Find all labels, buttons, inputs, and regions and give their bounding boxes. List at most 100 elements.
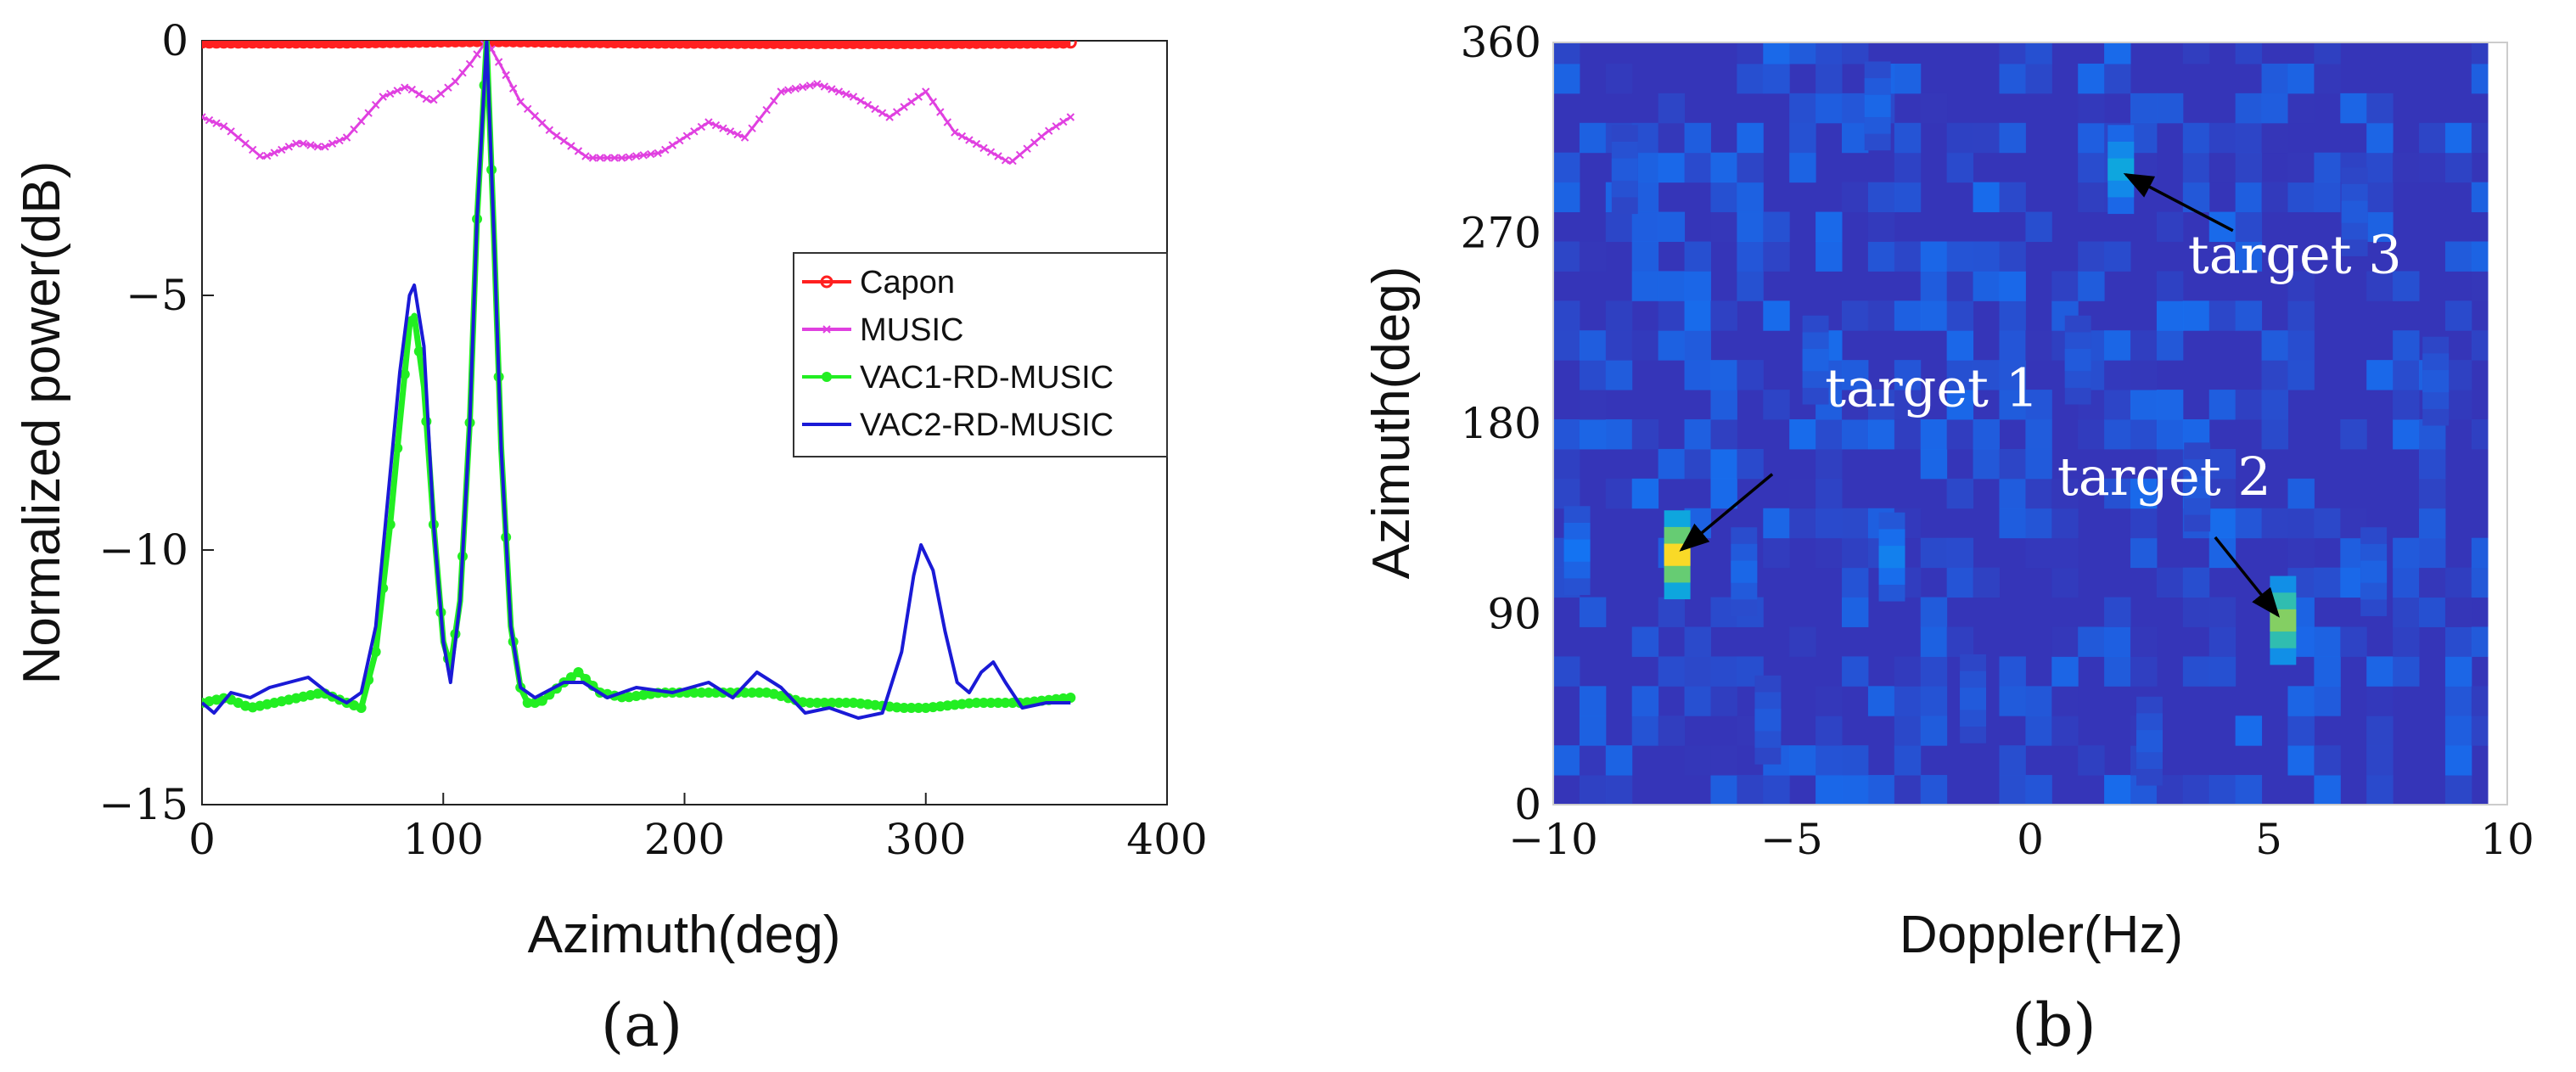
heatmap-cell	[1894, 182, 1922, 213]
data-point	[362, 41, 375, 49]
annotation-arrow	[2214, 536, 2281, 618]
heatmap-cell	[1553, 478, 1580, 509]
heatmap-cell	[1553, 448, 1580, 480]
heatmap-cell	[2104, 241, 2131, 272]
heatmap-cell	[1553, 419, 1580, 450]
target-blob-peak	[2270, 609, 2297, 632]
heatmap-cell	[1894, 360, 1922, 390]
data-point	[386, 89, 395, 98]
heatmap-cell	[1737, 360, 1764, 390]
data-point	[451, 77, 460, 86]
data-point	[805, 81, 815, 90]
heatmap-cell	[1842, 656, 1869, 687]
data-point	[789, 41, 802, 49]
heatmap-cell	[2444, 745, 2472, 776]
heatmap-cell	[2235, 93, 2263, 124]
heatmap-cell	[2235, 508, 2263, 539]
heatmap-cell	[2393, 626, 2420, 657]
data-point	[876, 41, 890, 49]
data-point	[224, 41, 238, 49]
heatmap-cell	[1579, 686, 1607, 716]
heatmap-cell	[2314, 775, 2341, 805]
heatmap-cell	[2393, 419, 2420, 450]
heatmap-cell	[2366, 716, 2394, 746]
data-point	[1057, 41, 1070, 49]
heatmap-cell	[1842, 360, 1869, 390]
heatmap-cell	[1816, 686, 1843, 716]
heatmap-cell	[2393, 152, 2420, 183]
target-annotation: target 3	[2123, 173, 2402, 286]
data-point	[347, 41, 361, 49]
heatmap-cell	[1710, 390, 1737, 420]
data-point	[292, 139, 300, 148]
heatmap-cell	[2078, 745, 2105, 776]
data-point	[246, 41, 260, 49]
data-point	[832, 41, 845, 49]
heatmap-cell	[1867, 390, 1895, 420]
series-line	[202, 41, 1071, 48]
heatmap-cell	[1894, 152, 1922, 183]
heatmap-cell	[2287, 360, 2315, 390]
heatmap-cell	[1789, 478, 1816, 509]
heatmap-cell	[2104, 419, 2131, 450]
data-point	[1020, 41, 1034, 49]
heatmap-cell	[1842, 419, 1869, 450]
data-point	[371, 100, 380, 109]
heatmap-cell	[1867, 241, 1895, 272]
heatmap-cell	[2208, 300, 2236, 331]
data-point	[393, 87, 401, 95]
data-point	[637, 41, 650, 49]
heatmap-cell	[2366, 686, 2394, 716]
data-point	[1006, 41, 1019, 49]
data-point	[350, 125, 358, 134]
heatmap-cell	[2025, 211, 2052, 242]
heatmap-cell	[2078, 152, 2105, 183]
heatmap-cell	[1710, 686, 1737, 716]
data-point	[217, 41, 231, 49]
heatmap-cell	[2393, 390, 2420, 420]
data-point	[890, 41, 904, 49]
data-point	[412, 41, 426, 48]
heatmap-cell	[1789, 93, 1816, 124]
heatmap-cell	[1737, 241, 1764, 272]
heatmap-cell	[1684, 271, 1711, 301]
axis-ticks-a: 0 100 200 300 400 0 −5 −10 −15	[98, 16, 1207, 864]
heatmap-cell	[1763, 63, 1790, 94]
data-point	[1023, 144, 1031, 153]
x-axis-label-b: Doppler(Hz)	[1900, 906, 2183, 964]
data-point	[615, 41, 629, 49]
x-tick-label: 400	[1126, 815, 1207, 864]
data-point	[892, 108, 901, 116]
heatmap-cell	[2366, 211, 2394, 242]
data-point	[617, 154, 626, 162]
data-point	[536, 41, 549, 48]
data-point	[747, 688, 758, 698]
heatmap-cell	[1789, 152, 1816, 183]
data-point	[673, 41, 687, 49]
heatmap-cell	[1710, 745, 1737, 776]
data-point	[644, 41, 658, 49]
data-point	[846, 41, 860, 49]
heatmap-cell	[1737, 211, 1764, 242]
plot-area-b	[1552, 42, 2508, 805]
data-point	[769, 97, 778, 105]
data-point	[805, 698, 816, 708]
data-point	[676, 136, 684, 145]
target-annotations: target 1 target 2 target 3	[1679, 173, 2402, 618]
data-point	[434, 41, 447, 48]
heatmap-cell	[1842, 567, 1869, 598]
heatmap-cell	[2419, 567, 2446, 598]
heatmap-cell	[2366, 775, 2394, 805]
sidelobe-peak	[1960, 688, 1987, 710]
heatmap-cell	[1684, 626, 1711, 657]
heatmap-cell	[1684, 448, 1711, 480]
heatmap-cell	[1553, 63, 1580, 94]
heatmap-cell	[2025, 390, 2052, 420]
heatmap-cell	[1973, 271, 2000, 301]
data-point	[849, 93, 858, 101]
heatmap-cell	[1842, 537, 1869, 569]
target-annotation: target 1	[1679, 357, 2039, 552]
heatmap-cell	[1763, 241, 1790, 272]
heatmap-cell	[1999, 686, 2026, 716]
heatmap-cell	[1553, 42, 1580, 65]
